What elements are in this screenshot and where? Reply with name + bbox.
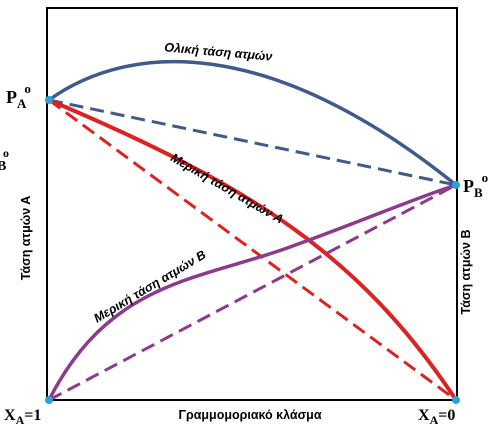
xa0-label: XA=0 [418,407,455,427]
xa0-sub: A [430,413,439,427]
xa0-point [452,396,460,404]
partial-b-curve [47,183,457,401]
pb0-label: PBo [463,170,488,200]
pa0-point [45,96,53,104]
pa0-main: P [6,87,17,107]
partial-a-label: Μερική τάση ατμών Α [168,151,286,227]
pb0-cut-label: B [0,159,6,174]
pa0-sub: A [17,96,27,111]
partial-b-label: Μερική τάση ατμών Β [91,248,208,326]
plot-frame [46,7,458,401]
xa1-sub: A [16,413,25,427]
xa1-main: X [4,407,16,424]
xa1-point [45,396,53,404]
pa0-sup: o [24,81,31,96]
left-axis-label: Τάση ατμών Α [19,196,33,281]
xa1-rest: =1 [24,407,41,424]
pb0-main: P [463,176,474,196]
ideal-total-line [48,98,457,187]
pb0-sup: o [482,170,489,185]
pa0-label: PAo [6,81,31,111]
pb0-cut-sup: o [3,146,9,160]
x-axis-label: Γραμμομοριακό κλάσμα [178,408,321,422]
pb0-cut-main: B [0,159,6,174]
xa0-rest: =0 [438,407,455,424]
right-axis-label: Τάση ατμών Β [459,230,473,315]
pb0-point [452,181,460,189]
xa0-main: X [418,407,430,424]
pb0-sub: B [474,185,483,200]
partial-a-curve [48,98,458,402]
total-pressure-curve [47,59,458,187]
ideal-partial-b-line [48,183,457,402]
xa1-label: XA=1 [4,407,41,427]
ideal-partial-a-line [48,98,457,402]
